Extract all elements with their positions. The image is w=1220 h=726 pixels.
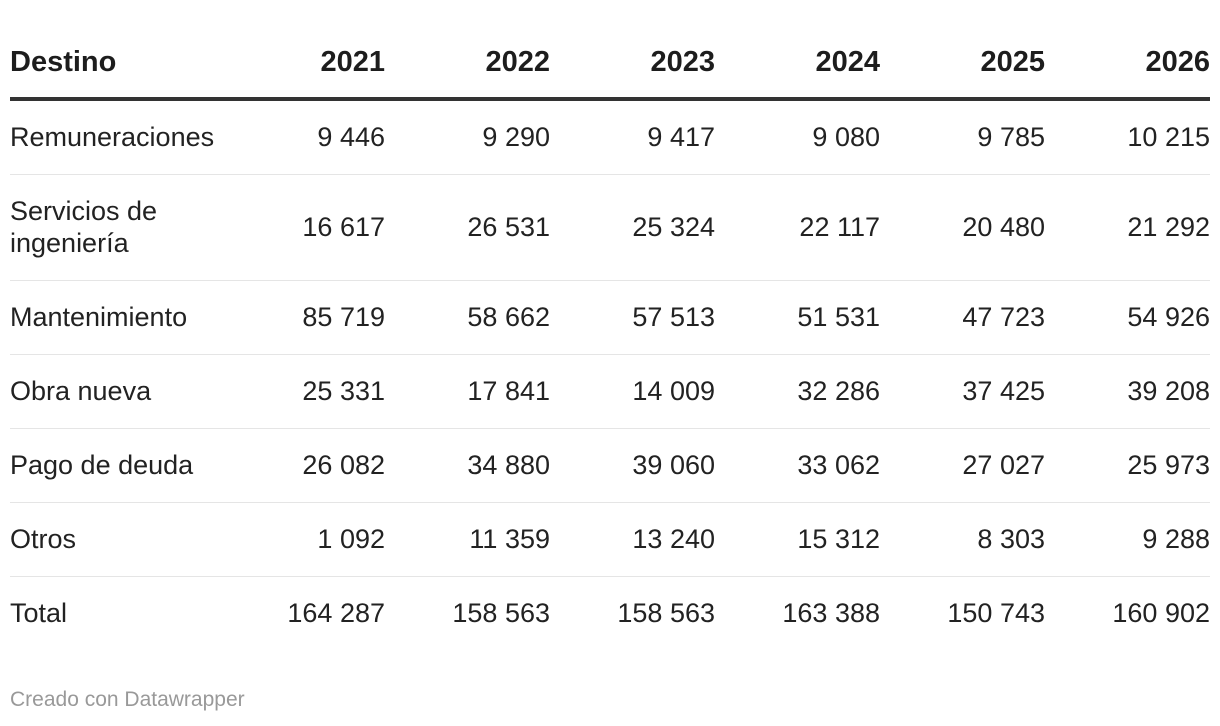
column-header-2024: 2024 bbox=[715, 0, 880, 101]
table-cell: 158 563 bbox=[452, 597, 550, 628]
table-cell: 163 388 bbox=[782, 597, 880, 628]
table-cell: 1 092 bbox=[220, 502, 385, 577]
table-row: Remuneraciones 9 446 9 290 9 417 9 080 9… bbox=[10, 99, 1210, 175]
table-cell: 26 082 bbox=[220, 428, 385, 503]
column-header-2021: 2021 bbox=[220, 0, 385, 101]
table-cell: 9 080 bbox=[715, 99, 880, 175]
table-cell: 34 880 bbox=[385, 428, 550, 503]
table-cell: 58 662 bbox=[385, 280, 550, 355]
table-cell: 9 446 bbox=[220, 99, 385, 175]
row-label: Otros bbox=[10, 502, 220, 577]
table-cell: 22 117 bbox=[715, 174, 880, 281]
table-cell: 25 324 bbox=[550, 174, 715, 281]
table-cell: 51 531 bbox=[715, 280, 880, 355]
table-cell: 37 425 bbox=[880, 354, 1045, 429]
row-label: Mantenimiento bbox=[10, 280, 220, 355]
table-row: Otros 1 092 11 359 13 240 15 312 8 303 9… bbox=[10, 502, 1210, 577]
table-row: Pago de deuda 26 082 34 880 39 060 33 06… bbox=[10, 428, 1210, 503]
table-cell: 32 286 bbox=[715, 354, 880, 429]
table-cell: 33 062 bbox=[715, 428, 880, 503]
table-cell: 14 009 bbox=[550, 354, 715, 429]
table-cell: 10 215 bbox=[1045, 99, 1210, 175]
table-cell: 9 417 bbox=[550, 99, 715, 175]
table-cell: 25 973 bbox=[1045, 428, 1210, 503]
row-label: Obra nueva bbox=[10, 354, 220, 429]
table-cell: 20 480 bbox=[880, 174, 1045, 281]
row-label: Servicios de ingeniería bbox=[10, 174, 220, 281]
row-label: Pago de deuda bbox=[10, 428, 220, 503]
table-cell: 85 719 bbox=[220, 280, 385, 355]
table-cell: 54 926 bbox=[1045, 280, 1210, 355]
table-cell: 26 531 bbox=[385, 174, 550, 281]
table-cell: 25 331 bbox=[220, 354, 385, 429]
column-header-2023: 2023 bbox=[550, 0, 715, 101]
table-cell: 15 312 bbox=[715, 502, 880, 577]
table-cell: 16 617 bbox=[220, 174, 385, 281]
table-cell: 164 287 bbox=[287, 597, 385, 628]
row-label: Total bbox=[10, 597, 68, 628]
table-cell: 13 240 bbox=[550, 502, 715, 577]
column-header-2026: 2026 bbox=[1045, 0, 1210, 101]
column-header-2025: 2025 bbox=[880, 0, 1045, 101]
table-cell: 9 290 bbox=[385, 99, 550, 175]
table-row: Servicios de ingeniería 16 617 26 531 25… bbox=[10, 174, 1210, 281]
table-container: Destino 2021 2022 2023 2024 2025 2026 Re… bbox=[10, 0, 1210, 650]
table-row: Obra nueva 25 331 17 841 14 009 32 286 3… bbox=[10, 354, 1210, 429]
table-cell: 47 723 bbox=[880, 280, 1045, 355]
table-cell: 39 208 bbox=[1045, 354, 1210, 429]
table-cell: 21 292 bbox=[1045, 174, 1210, 281]
table-cell: 158 563 bbox=[617, 597, 715, 628]
header-row: Destino 2021 2022 2023 2024 2025 2026 bbox=[10, 0, 1210, 101]
table-cell: 150 743 bbox=[947, 597, 1045, 628]
table-cell: 27 027 bbox=[880, 428, 1045, 503]
table-cell: 8 303 bbox=[880, 502, 1045, 577]
table-cell: 9 785 bbox=[880, 99, 1045, 175]
total-row: Total 164 287 158 563 158 563 163 388 15… bbox=[10, 577, 1210, 651]
table-cell: 160 902 bbox=[1112, 597, 1210, 628]
credit-note: Creado con Datawrapper bbox=[10, 688, 245, 711]
data-table: Destino 2021 2022 2023 2024 2025 2026 Re… bbox=[10, 0, 1210, 650]
table-cell: 39 060 bbox=[550, 428, 715, 503]
table-row: Mantenimiento 85 719 58 662 57 513 51 53… bbox=[10, 280, 1210, 355]
table-cell: 11 359 bbox=[385, 502, 550, 577]
table-cell: 9 288 bbox=[1045, 502, 1210, 577]
column-header-2022: 2022 bbox=[385, 0, 550, 101]
row-label: Remuneraciones bbox=[10, 99, 220, 175]
table-cell: 57 513 bbox=[550, 280, 715, 355]
column-header-destino: Destino bbox=[10, 0, 220, 101]
table-cell: 17 841 bbox=[385, 354, 550, 429]
